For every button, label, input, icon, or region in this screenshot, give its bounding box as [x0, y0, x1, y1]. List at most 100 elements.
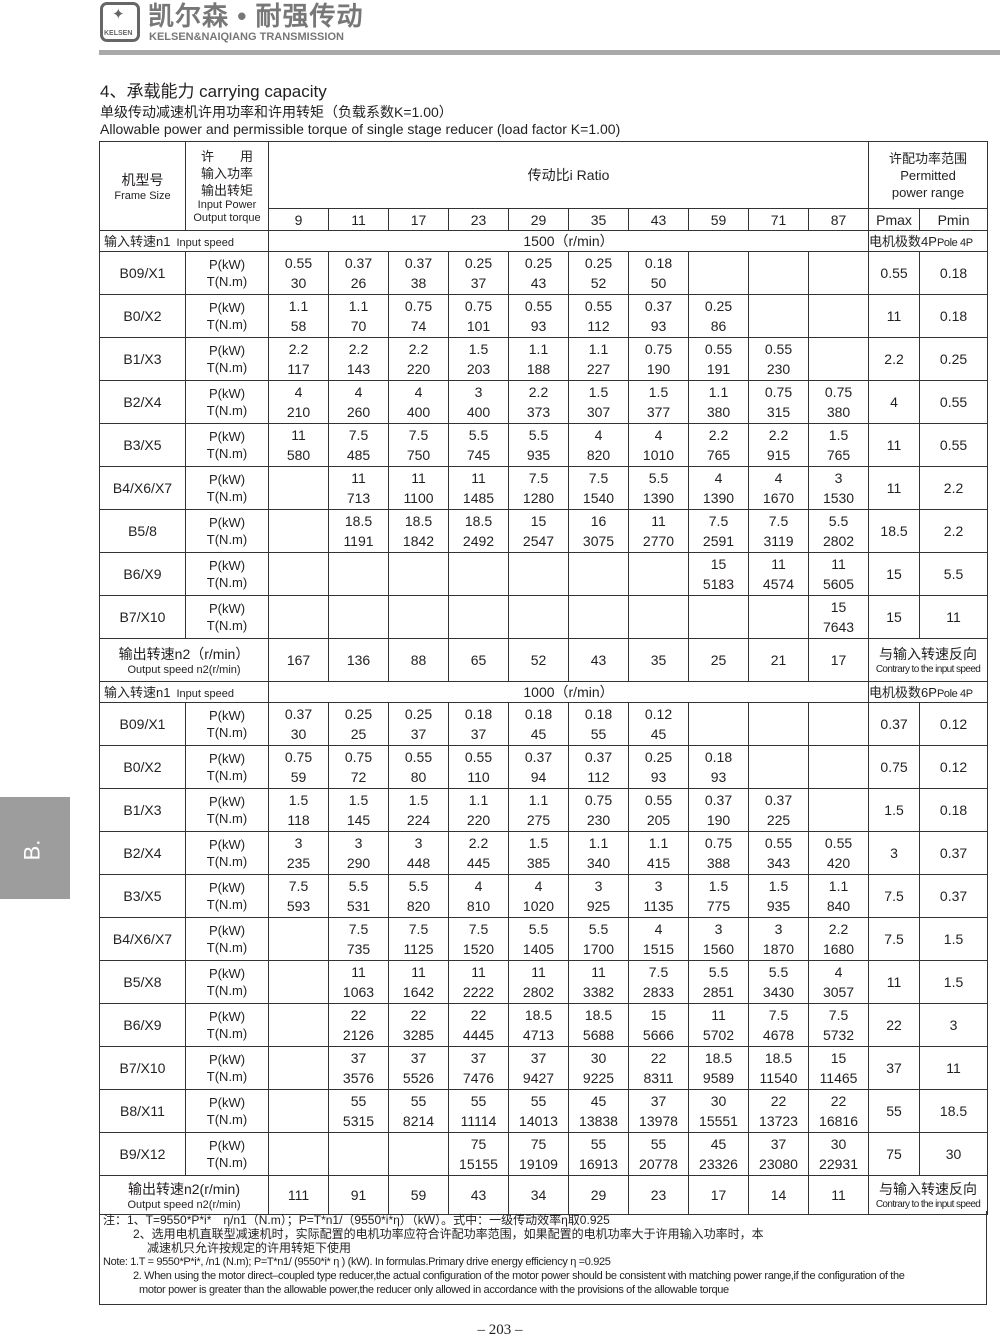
power-value: 15 [830, 1050, 847, 1066]
torque-value: 22931 [819, 1156, 858, 1172]
output-speed-label: 输出转速n2(r/min) Output speed n2(r/min) [99, 1175, 269, 1215]
torque-value: 19109 [519, 1156, 558, 1172]
cell-text: T(N.m) [206, 317, 248, 332]
torque-value: 30 [290, 726, 307, 742]
ratio-cell: 4 1515 [628, 917, 689, 961]
power-value: 1.5 [528, 835, 549, 851]
ratio-cell: 3 1560 [688, 917, 749, 961]
pmin-value: 0.55 [919, 380, 989, 424]
torque-value: 935 [526, 447, 551, 463]
ratio-cell: 3 925 [568, 874, 629, 918]
power-value: 30 [710, 1093, 727, 1109]
note-en-1: Note: 1.T = 9550*P*i*, /n1 (N.m); P=T*n1… [103, 1256, 611, 1268]
ratio-cell: 7.5 593 [268, 874, 329, 918]
ratio-cell: 18.5 2492 [448, 509, 509, 553]
torque-value: 72 [350, 769, 367, 785]
pmin-value: 0.12 [919, 702, 989, 746]
table-row: B4/X6/X7 P(kW) T(N.m) 11 713 11 1100 11 1485 7.5 1… [99, 466, 989, 510]
ratio-cell: 11 5605 [807, 552, 870, 596]
power-value: 0.75 [284, 749, 313, 765]
ratio-cell: 2.2 373 [508, 380, 569, 424]
torque-value: 191 [706, 361, 731, 377]
torque-value: 13978 [639, 1113, 678, 1129]
ratio-cell: 1.5 385 [508, 831, 569, 875]
power-value: 5.5 [408, 878, 429, 894]
torque-value: 415 [646, 855, 671, 871]
ratio-cell: 1.1 840 [807, 874, 870, 918]
torque-value: 2126 [342, 1027, 375, 1043]
cell-text: T(N.m) [206, 274, 248, 289]
pmin-value: 11 [919, 595, 989, 639]
table-row: B5/X8 P(kW) T(N.m) 11 1063 11 1642 11 2222 11 2802… [99, 960, 989, 1004]
output-speed-value: 43 [568, 638, 629, 682]
torque-value: 1390 [642, 490, 675, 506]
cell-text: Contrary to the input speed [875, 1198, 981, 1210]
output-speed-value: 29 [568, 1175, 629, 1215]
power-range-header: 许配功率范围 Permitted power range [868, 141, 989, 209]
pmin-value: 18.5 [919, 1089, 989, 1133]
torque-value: 230 [586, 812, 611, 828]
pmax-value: 7.5 [868, 874, 921, 918]
torque-value: 59 [290, 769, 307, 785]
subtitle-cn: 单级传动减速机许用功率和许用转矩（负载系数K=1.00） [100, 104, 453, 120]
cell-text: P(kW) [208, 1052, 246, 1067]
power-value: 18.5 [764, 1050, 793, 1066]
ratio-cell: 0.75 101 [448, 294, 509, 338]
torque-value: 820 [406, 898, 431, 914]
ratio-cell: 1.1 380 [688, 380, 749, 424]
input-speed-value: 1500（r/min） [267, 230, 870, 252]
torque-value: 377 [646, 404, 671, 420]
torque-value: 840 [826, 898, 851, 914]
ratio-cell: 18.5 1842 [388, 509, 449, 553]
ratio-cell: 1.5 118 [268, 788, 329, 832]
pt-label: P(kW) T(N.m) [185, 294, 269, 338]
torque-value: 220 [406, 361, 431, 377]
ratio-cell: 0.75 190 [628, 337, 689, 381]
power-value: 4 [774, 470, 783, 486]
power-value: 0.18 [584, 706, 613, 722]
ratio-cell: 15 2547 [508, 509, 569, 553]
power-value: 3 [594, 878, 603, 894]
output-speed-value: 91 [328, 1175, 389, 1215]
table-row: B7/X10 P(kW) T(N.m) 37 3576 37 5526 37 7476 37 942… [99, 1046, 989, 1090]
pmax-value: 11 [868, 960, 921, 1004]
torque-value: 94 [530, 769, 547, 785]
ratio-cell: 0.55 80 [388, 745, 449, 789]
torque-value: 735 [346, 941, 371, 957]
power-value: 0.37 [524, 749, 553, 765]
frame-size: B7/X10 [99, 1046, 186, 1090]
torque-value: 5183 [702, 576, 735, 592]
power-value: 0.75 [404, 298, 433, 314]
ratio-cell: 11 3382 [568, 960, 629, 1004]
ratio-cell [268, 1003, 329, 1047]
output-speed-label: 输出转速n2（r/min） Output speed n2(r/min) [99, 638, 269, 682]
ratio-cell [568, 552, 629, 596]
power-value: 0.75 [824, 384, 853, 400]
ratio-cell [328, 552, 389, 596]
ratio-cell: 2.2 445 [448, 831, 509, 875]
cell-text: T(N.m) [206, 360, 248, 375]
torque-value: 224 [406, 812, 431, 828]
logo-text: KELSEN [104, 30, 133, 37]
cell-text: Output speed n2(r/min) [127, 1198, 241, 1211]
torque-value: 1280 [522, 490, 555, 506]
cell-text: 输出转速n2（r/min） [118, 645, 250, 662]
power-value: 3 [354, 835, 363, 851]
torque-value: 15551 [699, 1113, 738, 1129]
pmin-value: 0.37 [919, 874, 989, 918]
ratio-cell [328, 595, 389, 639]
ratio-cell: 7.5 4678 [748, 1003, 809, 1047]
pmin-value: 0.18 [919, 294, 989, 338]
torque-value: 820 [586, 447, 611, 463]
pt-label: P(kW) T(N.m) [185, 1046, 269, 1090]
ratio-cell: 11 2222 [448, 960, 509, 1004]
torque-value: 2770 [642, 533, 675, 549]
torque-value: 1010 [642, 447, 675, 463]
ratio-cell: 37 23080 [748, 1132, 809, 1176]
torque-value: 230 [766, 361, 791, 377]
torque-value: 13838 [579, 1113, 618, 1129]
cell-text: P(kW) [208, 386, 246, 401]
power-value: 1.1 [588, 835, 609, 851]
power-value: 1.1 [468, 792, 489, 808]
ratio-cell [688, 595, 749, 639]
